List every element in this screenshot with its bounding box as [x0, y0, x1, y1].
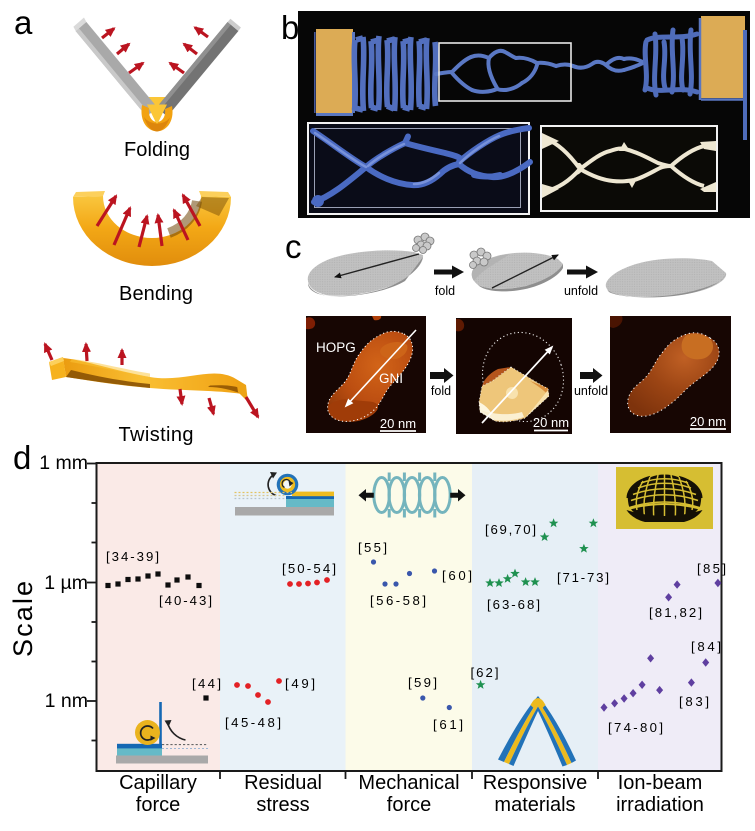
svg-text:Residual: Residual — [244, 772, 322, 794]
svg-text:20 nm: 20 nm — [533, 415, 569, 430]
svg-text:Responsive: Responsive — [483, 772, 588, 794]
svg-text:20 nm: 20 nm — [380, 416, 416, 431]
svg-text:[62]: [62] — [471, 665, 499, 680]
svg-text:[81,82]: [81,82] — [649, 605, 702, 620]
svg-text:b: b — [281, 9, 299, 46]
svg-text:20 nm: 20 nm — [690, 414, 726, 429]
svg-text:fold: fold — [435, 284, 455, 298]
svg-text:unfold: unfold — [564, 284, 598, 298]
svg-text:[56-58]: [56-58] — [370, 593, 426, 608]
svg-text:materials: materials — [494, 794, 575, 816]
svg-text:Capillary: Capillary — [119, 772, 197, 794]
svg-text:Ion-beam: Ion-beam — [618, 772, 703, 794]
svg-text:GNI: GNI — [379, 371, 403, 386]
svg-text:HOPG: HOPG — [316, 340, 356, 355]
svg-text:fold: fold — [431, 384, 451, 398]
svg-text:[71-73]: [71-73] — [557, 570, 609, 585]
svg-text:force: force — [387, 794, 431, 816]
svg-text:Bending: Bending — [119, 283, 193, 305]
svg-text:[40-43]: [40-43] — [159, 593, 212, 608]
svg-text:Folding: Folding — [124, 139, 190, 161]
svg-text:unfold: unfold — [574, 384, 608, 398]
svg-text:stress: stress — [256, 794, 309, 816]
svg-text:[34-39]: [34-39] — [106, 549, 159, 564]
svg-text:Mechanical: Mechanical — [358, 772, 459, 794]
svg-text:1 nm: 1 nm — [45, 690, 88, 712]
svg-text:c: c — [285, 228, 302, 265]
svg-text:[63-68]: [63-68] — [487, 597, 540, 612]
svg-text:a: a — [14, 4, 33, 41]
svg-text:d: d — [13, 439, 31, 476]
svg-text:1 mm: 1 mm — [39, 452, 88, 474]
svg-text:[74-80]: [74-80] — [608, 720, 663, 735]
svg-text:[69,70]: [69,70] — [485, 522, 536, 537]
svg-text:[45-48]: [45-48] — [225, 715, 281, 730]
svg-text:force: force — [136, 794, 180, 816]
svg-text:Twisting: Twisting — [119, 424, 194, 446]
svg-text:1 µm: 1 µm — [44, 572, 88, 594]
svg-text:Scale: Scale — [8, 581, 38, 657]
svg-text:irradiation: irradiation — [616, 794, 704, 816]
svg-text:[50-54]: [50-54] — [282, 561, 336, 576]
